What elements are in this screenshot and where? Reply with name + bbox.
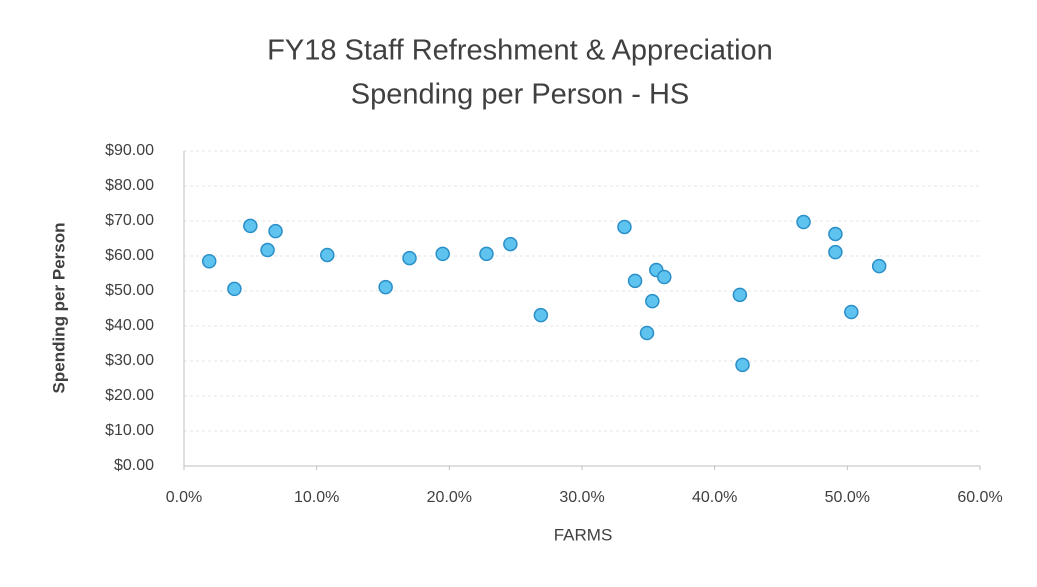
y-tick-label: $80.00: [105, 177, 154, 194]
point: [243, 218, 258, 234]
point: [260, 242, 275, 258]
x-axis-label: FARMS: [554, 525, 613, 544]
y-tick-label: $0.00: [114, 457, 154, 474]
point: [503, 236, 518, 252]
point: [227, 281, 242, 297]
point: [435, 246, 450, 262]
x-tick-label: 30.0%: [559, 489, 604, 506]
x-tick-label: 10.0%: [294, 489, 339, 506]
point: [201, 254, 217, 269]
point: [657, 269, 672, 285]
point: [796, 214, 811, 230]
point: [732, 287, 748, 303]
x-tick-label: 60.0%: [957, 489, 1002, 506]
point: [828, 226, 843, 242]
y-tick-label: $70.00: [105, 212, 154, 229]
point: [639, 325, 655, 341]
point: [320, 247, 335, 263]
point: [378, 279, 393, 295]
point: [828, 244, 843, 260]
point: [871, 258, 887, 274]
y-tick-label: $50.00: [105, 282, 154, 299]
y-tick-label: $40.00: [105, 317, 154, 334]
point: [268, 223, 283, 239]
x-tick-label: 20.0%: [427, 489, 472, 506]
point: [533, 307, 549, 323]
y-tick-label: $20.00: [105, 387, 154, 404]
point: [645, 293, 660, 309]
point: [627, 273, 643, 289]
chart-title: FY18 Staff Refreshment & Appreciation: [267, 35, 773, 67]
point: [479, 246, 494, 262]
x-tick-label: 0.0%: [166, 489, 202, 506]
y-tick-label: $10.00: [105, 422, 154, 439]
x-tick-label: 40.0%: [692, 489, 737, 506]
point: [844, 304, 859, 320]
y-tick-label: $60.00: [105, 247, 154, 264]
y-tick-label: $30.00: [105, 352, 154, 369]
chart-title: Spending per Person - HS: [351, 79, 690, 111]
y-tick-label: $90.00: [105, 142, 154, 159]
point: [617, 219, 632, 235]
point: [402, 250, 417, 266]
y-axis-label: Spending per Person: [49, 223, 68, 394]
x-tick-label: 50.0%: [825, 489, 870, 506]
point: [735, 357, 750, 373]
